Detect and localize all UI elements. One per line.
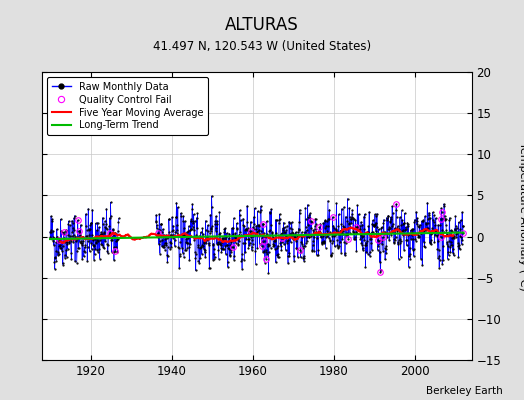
Text: Berkeley Earth: Berkeley Earth xyxy=(427,386,503,396)
Y-axis label: Temperature Anomaly (°C): Temperature Anomaly (°C) xyxy=(518,142,524,290)
Text: ALTURAS: ALTURAS xyxy=(225,16,299,34)
Text: 41.497 N, 120.543 W (United States): 41.497 N, 120.543 W (United States) xyxy=(153,40,371,53)
Legend: Raw Monthly Data, Quality Control Fail, Five Year Moving Average, Long-Term Tren: Raw Monthly Data, Quality Control Fail, … xyxy=(47,77,208,135)
